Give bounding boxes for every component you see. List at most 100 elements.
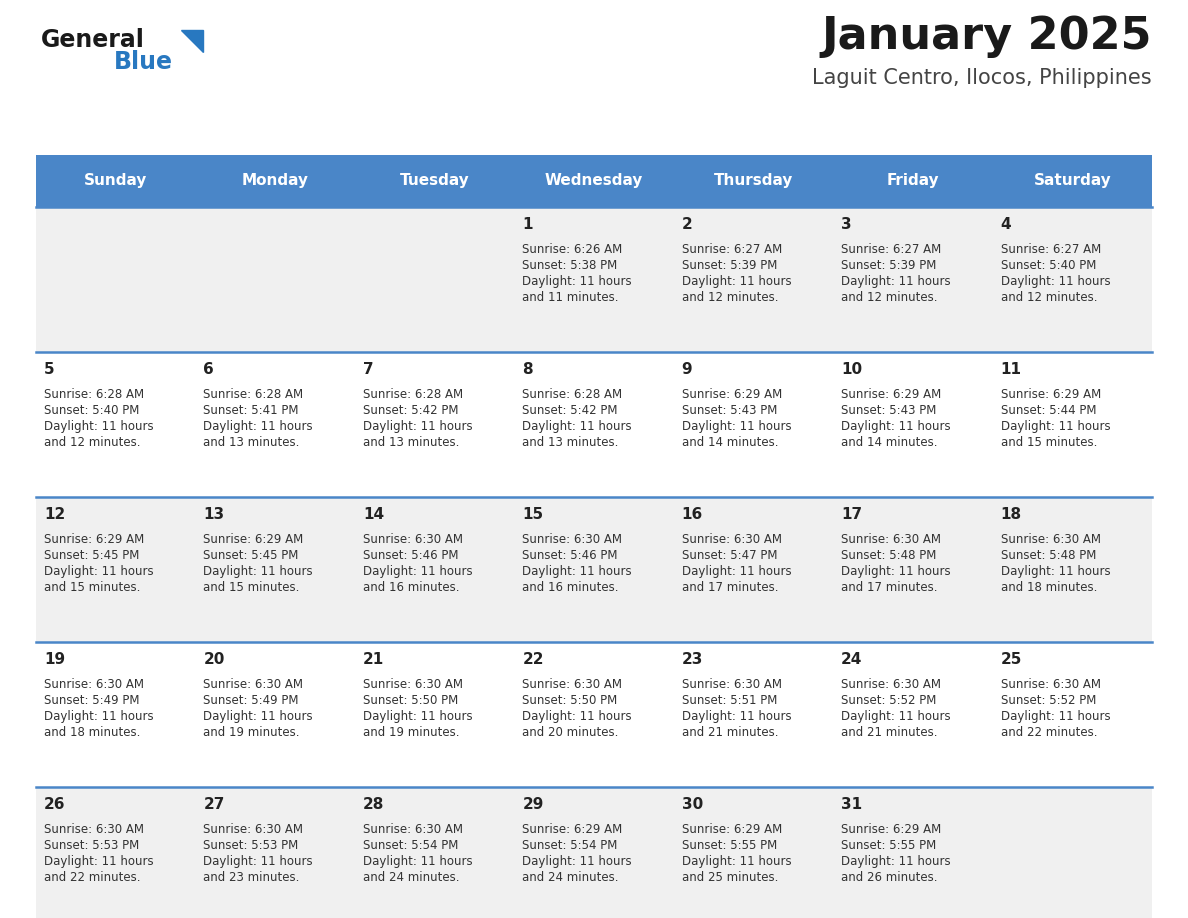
Text: 6: 6	[203, 362, 214, 377]
Text: and 13 minutes.: and 13 minutes.	[203, 436, 299, 449]
Text: Sunset: 5:40 PM: Sunset: 5:40 PM	[1000, 259, 1097, 272]
Text: 12: 12	[44, 507, 65, 522]
Text: 31: 31	[841, 797, 862, 812]
Text: 28: 28	[362, 797, 384, 812]
Text: Sunset: 5:52 PM: Sunset: 5:52 PM	[841, 694, 936, 707]
Text: Daylight: 11 hours: Daylight: 11 hours	[362, 565, 473, 578]
Text: Sunrise: 6:27 AM: Sunrise: 6:27 AM	[841, 243, 941, 256]
Text: January 2025: January 2025	[821, 15, 1152, 58]
Text: and 17 minutes.: and 17 minutes.	[682, 581, 778, 594]
Text: Sunset: 5:53 PM: Sunset: 5:53 PM	[44, 839, 139, 852]
Text: and 24 minutes.: and 24 minutes.	[523, 871, 619, 884]
Text: Sunrise: 6:30 AM: Sunrise: 6:30 AM	[841, 678, 941, 691]
Text: Sunrise: 6:29 AM: Sunrise: 6:29 AM	[682, 388, 782, 401]
Text: Daylight: 11 hours: Daylight: 11 hours	[44, 565, 153, 578]
Text: Sunset: 5:45 PM: Sunset: 5:45 PM	[44, 549, 139, 562]
Text: and 16 minutes.: and 16 minutes.	[523, 581, 619, 594]
Text: Sunrise: 6:27 AM: Sunrise: 6:27 AM	[682, 243, 782, 256]
Text: Sunset: 5:52 PM: Sunset: 5:52 PM	[1000, 694, 1097, 707]
Text: Sunrise: 6:28 AM: Sunrise: 6:28 AM	[203, 388, 304, 401]
Text: Daylight: 11 hours: Daylight: 11 hours	[523, 710, 632, 723]
Text: Daylight: 11 hours: Daylight: 11 hours	[841, 565, 950, 578]
Text: Daylight: 11 hours: Daylight: 11 hours	[523, 855, 632, 868]
Text: Sunrise: 6:29 AM: Sunrise: 6:29 AM	[841, 823, 941, 836]
Text: 8: 8	[523, 362, 533, 377]
Text: and 24 minutes.: and 24 minutes.	[362, 871, 460, 884]
Bar	[36, 352, 1152, 497]
Text: Daylight: 11 hours: Daylight: 11 hours	[682, 855, 791, 868]
Text: Daylight: 11 hours: Daylight: 11 hours	[362, 710, 473, 723]
Text: 4: 4	[1000, 217, 1011, 232]
Text: Tuesday: Tuesday	[399, 174, 469, 188]
Text: 3: 3	[841, 217, 852, 232]
Text: Sunrise: 6:30 AM: Sunrise: 6:30 AM	[362, 678, 463, 691]
Text: and 14 minutes.: and 14 minutes.	[841, 436, 937, 449]
Text: and 13 minutes.: and 13 minutes.	[362, 436, 460, 449]
Text: Sunrise: 6:26 AM: Sunrise: 6:26 AM	[523, 243, 623, 256]
Text: Sunset: 5:40 PM: Sunset: 5:40 PM	[44, 404, 139, 417]
Text: and 15 minutes.: and 15 minutes.	[44, 581, 140, 594]
Text: 21: 21	[362, 652, 384, 667]
Text: 20: 20	[203, 652, 225, 667]
Text: Daylight: 11 hours: Daylight: 11 hours	[1000, 275, 1111, 288]
Text: 5: 5	[44, 362, 55, 377]
Text: Daylight: 11 hours: Daylight: 11 hours	[682, 710, 791, 723]
Text: Sunrise: 6:30 AM: Sunrise: 6:30 AM	[1000, 533, 1100, 546]
Text: Daylight: 11 hours: Daylight: 11 hours	[362, 420, 473, 433]
Text: Sunset: 5:55 PM: Sunset: 5:55 PM	[841, 839, 936, 852]
Text: Sunrise: 6:30 AM: Sunrise: 6:30 AM	[44, 678, 144, 691]
Bar	[36, 207, 1152, 352]
Text: Sunset: 5:51 PM: Sunset: 5:51 PM	[682, 694, 777, 707]
Text: 18: 18	[1000, 507, 1022, 522]
Text: Sunrise: 6:28 AM: Sunrise: 6:28 AM	[523, 388, 623, 401]
Text: Sunrise: 6:29 AM: Sunrise: 6:29 AM	[523, 823, 623, 836]
Text: 29: 29	[523, 797, 544, 812]
Text: Daylight: 11 hours: Daylight: 11 hours	[1000, 710, 1111, 723]
Text: Daylight: 11 hours: Daylight: 11 hours	[362, 855, 473, 868]
Polygon shape	[181, 30, 203, 52]
Text: Sunrise: 6:30 AM: Sunrise: 6:30 AM	[44, 823, 144, 836]
Text: Wednesday: Wednesday	[545, 174, 643, 188]
Text: Daylight: 11 hours: Daylight: 11 hours	[841, 275, 950, 288]
Text: Sunset: 5:49 PM: Sunset: 5:49 PM	[44, 694, 139, 707]
Text: Sunrise: 6:29 AM: Sunrise: 6:29 AM	[1000, 388, 1101, 401]
Text: Sunset: 5:46 PM: Sunset: 5:46 PM	[362, 549, 459, 562]
Text: Sunrise: 6:28 AM: Sunrise: 6:28 AM	[362, 388, 463, 401]
Text: and 12 minutes.: and 12 minutes.	[44, 436, 140, 449]
Text: and 13 minutes.: and 13 minutes.	[523, 436, 619, 449]
Text: Sunset: 5:53 PM: Sunset: 5:53 PM	[203, 839, 298, 852]
Text: 30: 30	[682, 797, 703, 812]
Text: 13: 13	[203, 507, 225, 522]
Text: Daylight: 11 hours: Daylight: 11 hours	[203, 710, 314, 723]
Text: Daylight: 11 hours: Daylight: 11 hours	[44, 855, 153, 868]
Text: Sunset: 5:42 PM: Sunset: 5:42 PM	[362, 404, 459, 417]
Text: Sunrise: 6:29 AM: Sunrise: 6:29 AM	[44, 533, 144, 546]
Text: and 18 minutes.: and 18 minutes.	[1000, 581, 1097, 594]
Text: Sunset: 5:46 PM: Sunset: 5:46 PM	[523, 549, 618, 562]
Text: Daylight: 11 hours: Daylight: 11 hours	[682, 565, 791, 578]
Text: Sunset: 5:55 PM: Sunset: 5:55 PM	[682, 839, 777, 852]
Bar	[36, 787, 1152, 918]
Text: Sunday: Sunday	[84, 174, 147, 188]
Text: and 19 minutes.: and 19 minutes.	[203, 726, 299, 739]
Text: Sunset: 5:50 PM: Sunset: 5:50 PM	[523, 694, 618, 707]
Text: 10: 10	[841, 362, 862, 377]
Text: and 14 minutes.: and 14 minutes.	[682, 436, 778, 449]
Bar	[36, 155, 1152, 207]
Text: Sunset: 5:48 PM: Sunset: 5:48 PM	[841, 549, 936, 562]
Text: Sunrise: 6:30 AM: Sunrise: 6:30 AM	[362, 823, 463, 836]
Text: 26: 26	[44, 797, 65, 812]
Text: Blue: Blue	[114, 50, 173, 74]
Bar	[36, 497, 1152, 642]
Text: Saturday: Saturday	[1034, 174, 1111, 188]
Text: Sunset: 5:38 PM: Sunset: 5:38 PM	[523, 259, 618, 272]
Text: Sunset: 5:49 PM: Sunset: 5:49 PM	[203, 694, 299, 707]
Text: Daylight: 11 hours: Daylight: 11 hours	[1000, 565, 1111, 578]
Text: 24: 24	[841, 652, 862, 667]
Text: 1: 1	[523, 217, 532, 232]
Text: Sunrise: 6:29 AM: Sunrise: 6:29 AM	[841, 388, 941, 401]
Text: and 15 minutes.: and 15 minutes.	[1000, 436, 1097, 449]
Text: Sunset: 5:43 PM: Sunset: 5:43 PM	[682, 404, 777, 417]
Text: 17: 17	[841, 507, 862, 522]
Text: Sunset: 5:45 PM: Sunset: 5:45 PM	[203, 549, 299, 562]
